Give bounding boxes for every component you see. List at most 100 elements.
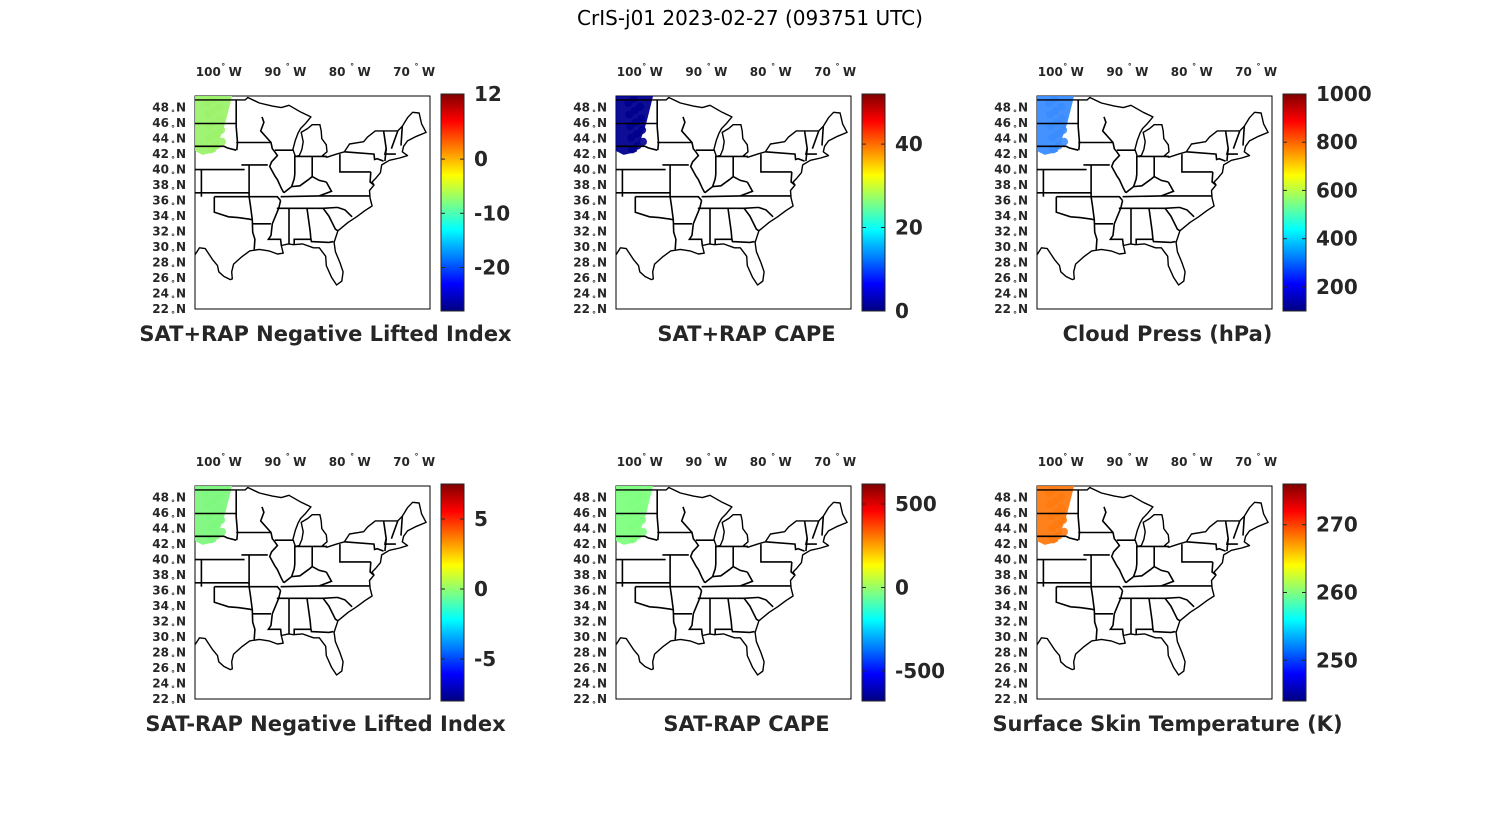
colorbar-tick-label: 250 xyxy=(1316,648,1358,672)
svg-text:N: N xyxy=(176,661,186,675)
svg-text:48: 48 xyxy=(994,491,1011,505)
svg-text:90: 90 xyxy=(1106,455,1123,469)
svg-text:70: 70 xyxy=(1235,65,1252,79)
svg-text:46: 46 xyxy=(994,506,1011,520)
observation-swath xyxy=(616,96,654,155)
svg-text:32: 32 xyxy=(573,225,590,239)
svg-text:°: ° xyxy=(836,62,840,71)
lon-tick-label: 80 ° W xyxy=(329,62,371,79)
lat-tick-label: 26 ° N xyxy=(994,271,1028,288)
svg-text:46: 46 xyxy=(573,116,590,130)
svg-text:°: ° xyxy=(1013,685,1017,694)
svg-text:N: N xyxy=(1018,116,1028,130)
svg-text:°: ° xyxy=(286,452,290,461)
svg-text:°: ° xyxy=(1013,109,1017,118)
svg-text:32: 32 xyxy=(573,615,590,629)
svg-text:°: ° xyxy=(592,310,596,319)
svg-text:°: ° xyxy=(415,62,419,71)
svg-text:°: ° xyxy=(221,62,225,71)
svg-text:38: 38 xyxy=(994,178,1011,192)
lat-tick-label: 46 ° N xyxy=(573,116,607,133)
lat-tick-label: 22 ° N xyxy=(994,692,1028,709)
svg-text:°: ° xyxy=(171,592,175,601)
svg-text:80: 80 xyxy=(750,455,767,469)
svg-text:N: N xyxy=(597,630,607,644)
panel-title: Cloud Press (hPa) xyxy=(1063,322,1273,346)
lat-tick-label: 40 ° N xyxy=(152,163,186,180)
svg-text:°: ° xyxy=(592,279,596,288)
svg-text:°: ° xyxy=(642,452,646,461)
svg-text:46: 46 xyxy=(152,116,169,130)
lat-tick-label: 26 ° N xyxy=(994,661,1028,678)
svg-text:N: N xyxy=(1018,225,1028,239)
svg-text:N: N xyxy=(597,646,607,660)
svg-text:°: ° xyxy=(286,62,290,71)
svg-text:N: N xyxy=(176,147,186,161)
lat-tick-label: 44 ° N xyxy=(573,522,607,539)
lat-tick-label: 42 ° N xyxy=(994,537,1028,554)
svg-text:N: N xyxy=(1018,677,1028,691)
svg-text:°: ° xyxy=(171,638,175,647)
colorbar-tick-label: 400 xyxy=(1316,227,1358,251)
svg-text:W: W xyxy=(1199,455,1212,469)
lat-tick-label: 26 ° N xyxy=(152,661,186,678)
svg-text:42: 42 xyxy=(994,537,1011,551)
svg-text:32: 32 xyxy=(152,225,169,239)
lat-tick-label: 36 ° N xyxy=(573,584,607,601)
svg-text:°: ° xyxy=(171,264,175,273)
svg-text:N: N xyxy=(597,537,607,551)
svg-text:W: W xyxy=(357,65,370,79)
svg-text:100: 100 xyxy=(1038,455,1063,469)
lat-tick-label: 46 ° N xyxy=(573,506,607,523)
svg-text:°: ° xyxy=(592,514,596,523)
lat-tick-label: 22 ° N xyxy=(994,302,1028,319)
lat-tick-label: 36 ° N xyxy=(152,584,186,601)
colorbar-tick-label: 12 xyxy=(474,82,502,106)
us-coastline xyxy=(1037,96,1269,286)
svg-text:N: N xyxy=(1018,302,1028,316)
svg-text:38: 38 xyxy=(152,178,169,192)
svg-text:°: ° xyxy=(1013,499,1017,508)
svg-text:26: 26 xyxy=(573,661,590,675)
svg-text:N: N xyxy=(176,537,186,551)
lat-tick-label: 34 ° N xyxy=(152,599,186,616)
svg-text:42: 42 xyxy=(152,147,169,161)
lat-tick-label: 22 ° N xyxy=(152,692,186,709)
svg-text:N: N xyxy=(176,630,186,644)
svg-text:44: 44 xyxy=(573,132,590,146)
svg-text:26: 26 xyxy=(573,271,590,285)
svg-text:N: N xyxy=(597,256,607,270)
lon-tick-label: 70 ° W xyxy=(1235,62,1277,79)
svg-text:26: 26 xyxy=(152,271,169,285)
svg-text:N: N xyxy=(176,599,186,613)
observation-swath xyxy=(195,486,233,545)
svg-text:36: 36 xyxy=(994,194,1011,208)
map-frame xyxy=(1036,485,1273,700)
svg-text:W: W xyxy=(714,65,727,79)
svg-text:22: 22 xyxy=(994,692,1011,706)
svg-text:°: ° xyxy=(592,545,596,554)
panel-title: SAT+RAP CAPE xyxy=(657,322,835,346)
svg-text:°: ° xyxy=(1013,310,1017,319)
svg-text:N: N xyxy=(1018,646,1028,660)
svg-text:N: N xyxy=(176,178,186,192)
svg-text:W: W xyxy=(422,455,435,469)
colorbar: 5 0 -5 xyxy=(440,483,496,702)
svg-text:N: N xyxy=(176,615,186,629)
svg-text:80: 80 xyxy=(750,65,767,79)
svg-text:°: ° xyxy=(171,499,175,508)
svg-text:N: N xyxy=(176,287,186,301)
svg-text:24: 24 xyxy=(152,287,169,301)
lat-tick-label: 30 ° N xyxy=(994,240,1028,257)
svg-text:44: 44 xyxy=(152,522,169,536)
svg-text:°: ° xyxy=(171,530,175,539)
state-borders xyxy=(195,489,404,640)
lat-tick-label: 42 ° N xyxy=(152,147,186,164)
svg-text:°: ° xyxy=(592,700,596,709)
svg-text:W: W xyxy=(778,65,791,79)
svg-text:N: N xyxy=(597,240,607,254)
svg-text:°: ° xyxy=(1257,452,1261,461)
state-borders xyxy=(1037,99,1246,250)
lat-tick-label: 28 ° N xyxy=(994,256,1028,273)
us-coastline xyxy=(195,486,427,676)
